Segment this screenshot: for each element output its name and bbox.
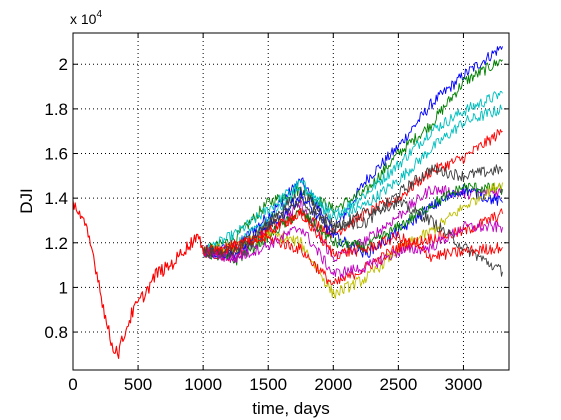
y-tick-label: 0.8 xyxy=(44,323,68,342)
plot-frame xyxy=(72,32,510,371)
simulation-line-4 xyxy=(202,104,503,258)
x-tick-label: 500 xyxy=(124,375,152,394)
simulation-line-2 xyxy=(202,59,503,257)
x-tick-label: 2500 xyxy=(379,375,417,394)
y-tick-label: 1.6 xyxy=(44,145,68,164)
simulation-line-13 xyxy=(202,207,503,263)
x-tick-label: 0 xyxy=(68,375,77,394)
x-tick-label: 3000 xyxy=(445,375,483,394)
y-tick-label: 2 xyxy=(59,55,68,74)
ticks: 0 500 1000 1500 2000 2500 3000 0.8 1 1.2 1.4 1.6 1.8… xyxy=(44,33,509,394)
y-axis-label: DJI xyxy=(17,188,36,214)
historical-line xyxy=(72,200,204,359)
x-axis-label: time, days xyxy=(252,399,329,418)
x-tick-label: 1000 xyxy=(184,375,222,394)
y-tick-label: 1.4 xyxy=(44,189,68,208)
y-tick-label: 1.2 xyxy=(44,234,68,253)
series-layer xyxy=(72,46,503,359)
y-tick-label: 1 xyxy=(59,278,68,297)
y-exponent-power: 4 xyxy=(96,9,102,20)
y-exponent-label: x 104 xyxy=(70,9,102,27)
simulation-line-3 xyxy=(203,90,503,254)
x-tick-label: 1500 xyxy=(249,375,287,394)
x-tick-label: 2000 xyxy=(314,375,352,394)
simulation-line-10 xyxy=(202,182,503,299)
y-tick-label: 1.8 xyxy=(44,100,68,119)
simulation-line-12 xyxy=(202,221,503,279)
grid xyxy=(73,33,509,370)
simulation-line-9 xyxy=(202,182,503,266)
simulation-line-14 xyxy=(202,196,503,277)
